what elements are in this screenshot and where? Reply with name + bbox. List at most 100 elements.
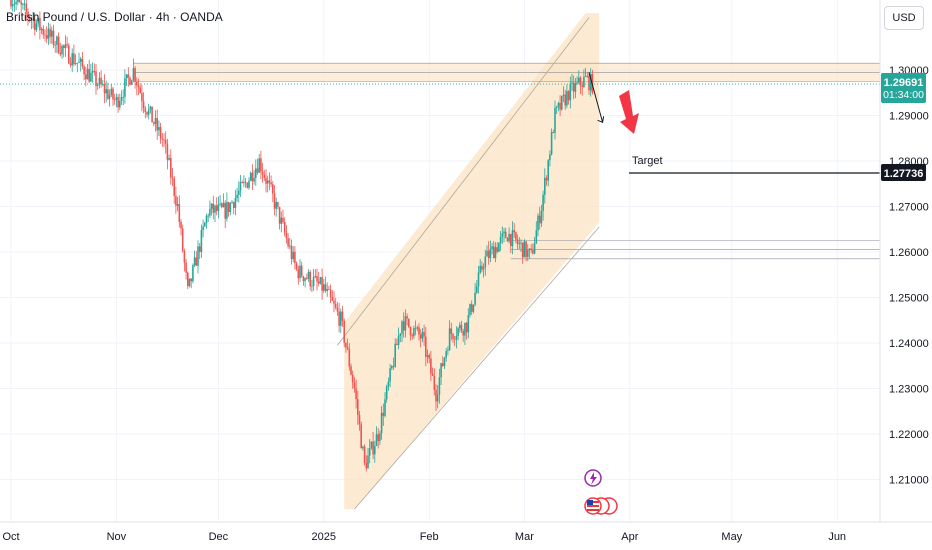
- candle-body: [567, 91, 570, 101]
- candle-body: [255, 168, 257, 178]
- candle-body: [404, 316, 407, 331]
- candle-body: [253, 177, 255, 182]
- price-tick-label: 1.26000: [889, 247, 929, 259]
- candle-body: [525, 241, 527, 257]
- candle-body: [185, 262, 187, 273]
- time-tick-label: Apr: [621, 531, 638, 543]
- candle-body: [550, 132, 553, 155]
- candle-body: [100, 77, 102, 85]
- candle-body: [319, 277, 322, 284]
- candle-body: [187, 272, 189, 287]
- candle-body: [54, 44, 56, 46]
- candle-body: [144, 108, 147, 113]
- candle-body: [57, 36, 60, 53]
- time-axis[interactable]: Oct Nov Dec 2025 Feb Mar Apr May Jun: [2, 531, 846, 543]
- candle-body: [270, 182, 272, 185]
- candle-body: [163, 139, 165, 141]
- candle-body: [385, 386, 388, 400]
- candle-body: [450, 328, 453, 335]
- candle-body: [285, 232, 288, 239]
- currency-button[interactable]: USD: [884, 6, 924, 30]
- candle-body: [314, 276, 317, 277]
- candle-body: [197, 246, 199, 266]
- time-tick-label: Oct: [2, 531, 19, 543]
- candle-body: [521, 242, 524, 258]
- candle-body: [202, 226, 204, 231]
- candle-body: [217, 204, 220, 212]
- candle-body: [88, 68, 90, 82]
- candle-body: [474, 292, 476, 305]
- projection-arrow-line: [588, 72, 604, 123]
- candle-body: [528, 248, 531, 251]
- candle-body: [73, 53, 75, 65]
- candle-body: [304, 278, 306, 282]
- candle-body: [496, 247, 498, 252]
- candle-body: [312, 276, 315, 286]
- candle-body: [96, 84, 99, 86]
- candle-body: [486, 250, 488, 257]
- candle-body: [214, 205, 216, 213]
- candle-body: [316, 276, 318, 282]
- candle-body: [93, 70, 96, 72]
- candle-body: [90, 72, 92, 82]
- candle-body: [62, 45, 65, 49]
- candle-body: [557, 103, 560, 107]
- candle-body: [103, 84, 106, 94]
- candle-body: [170, 158, 172, 178]
- candle-body: [408, 318, 410, 327]
- candle-body: [333, 300, 335, 304]
- candle-body: [503, 231, 505, 234]
- candle-body: [98, 77, 101, 85]
- candle-body: [292, 251, 294, 260]
- candle-body: [287, 238, 289, 247]
- candle-body: [453, 338, 456, 340]
- candle-body: [532, 249, 534, 254]
- events-markers[interactable]: [584, 469, 618, 515]
- candle-body: [494, 247, 497, 259]
- candle-body: [23, 3, 26, 5]
- candle-body: [562, 94, 565, 96]
- candle-body: [346, 347, 349, 350]
- candle-body: [583, 76, 585, 87]
- candle-body: [343, 320, 345, 343]
- candle-body: [153, 122, 155, 124]
- candle-body: [462, 331, 464, 336]
- candle-body: [406, 316, 408, 319]
- candle-body: [18, 0, 21, 3]
- candle-body: [37, 18, 39, 24]
- candle-body: [300, 265, 303, 277]
- candle-body: [166, 143, 169, 160]
- candle-body: [261, 171, 264, 175]
- candle-body: [431, 373, 434, 376]
- candle-body: [353, 382, 356, 389]
- lightning-icon[interactable]: [584, 469, 602, 487]
- candle-body: [447, 350, 449, 352]
- candle-body: [579, 77, 582, 86]
- candle-body: [236, 194, 238, 198]
- candle-body: [39, 18, 41, 31]
- candle-body: [321, 277, 323, 291]
- candle-body: [554, 107, 556, 133]
- price-tick-label: 1.29000: [889, 111, 929, 123]
- symbol-title[interactable]: British Pound / U.S. Dollar · 4h · OANDA: [6, 10, 223, 24]
- candle-body: [489, 248, 492, 259]
- candle-body: [501, 233, 504, 237]
- candle-body: [377, 434, 379, 442]
- candle-body: [559, 103, 561, 110]
- price-tick-label: 1.24000: [889, 338, 929, 350]
- candle-body: [355, 388, 357, 400]
- price-axis[interactable]: 1.300001.290001.280001.270001.260001.250…: [889, 65, 929, 487]
- us-flag-events-icon[interactable]: [584, 497, 618, 515]
- candle-body: [566, 91, 568, 106]
- candle-body: [180, 221, 182, 229]
- candle-body: [396, 343, 398, 346]
- candle-body: [457, 328, 459, 336]
- candle-body: [464, 322, 466, 336]
- candle-body: [535, 230, 538, 244]
- channel-fill: [344, 13, 600, 510]
- candle-body: [91, 70, 94, 73]
- candle-body: [159, 127, 162, 139]
- candle-body: [193, 257, 196, 266]
- candle-body: [324, 284, 327, 291]
